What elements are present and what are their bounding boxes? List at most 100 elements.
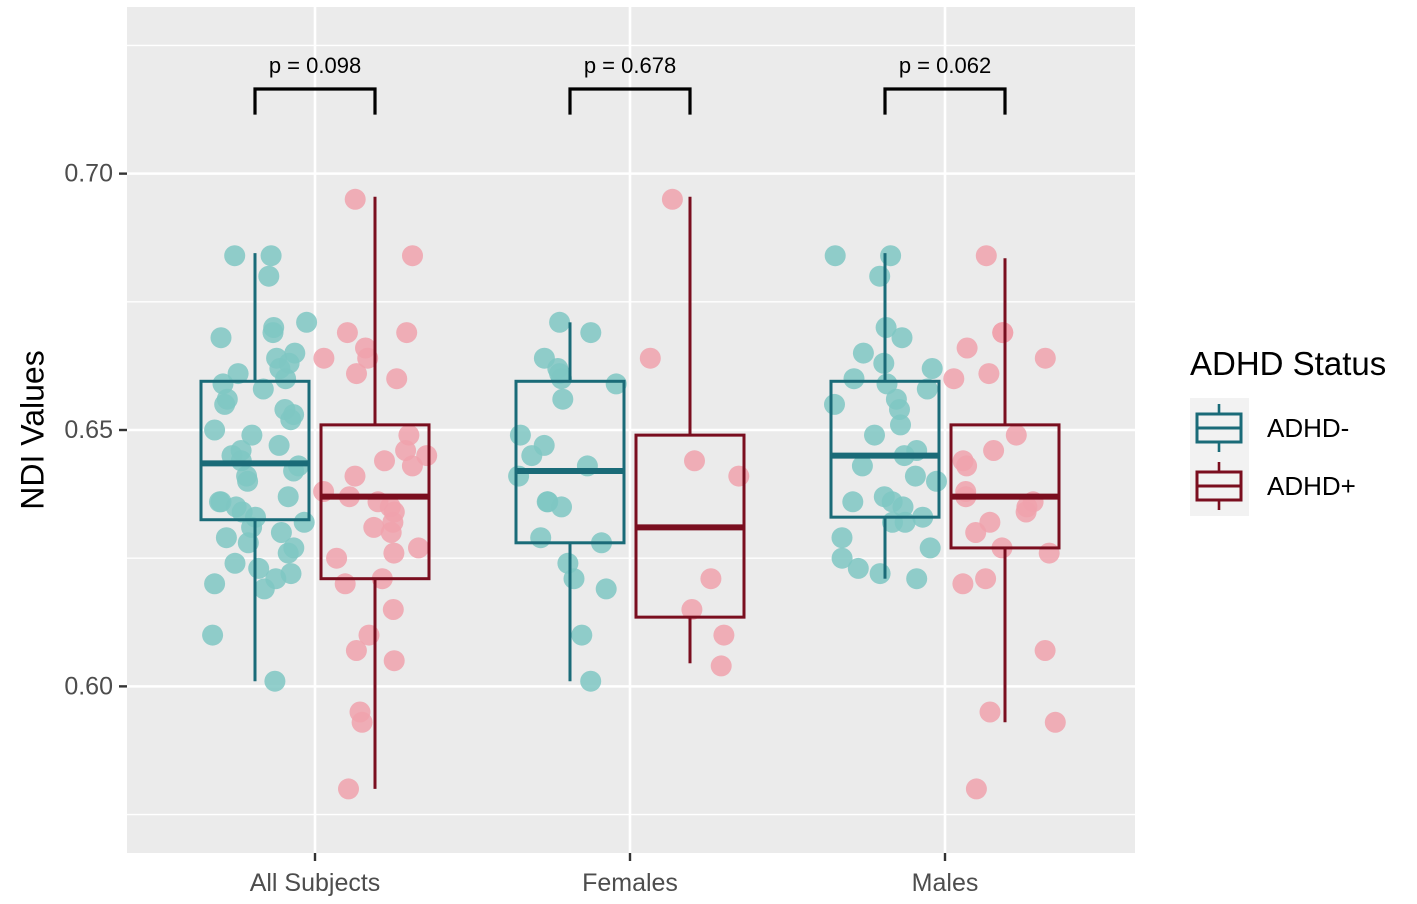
data-point-adhdminus [248,557,270,579]
legend-label: ADHD+ [1267,471,1356,501]
legend-title: ADHD Status [1190,345,1386,382]
y-tick-label: 0.65 [64,416,113,444]
y-axis-title: NDI Values [14,350,50,509]
data-point-adhdminus [869,563,891,585]
data-point-adhdminus [224,552,246,574]
data-point-adhdminus [262,322,284,344]
p-value-label: p = 0.062 [899,53,991,78]
data-point-adhdplus [700,568,722,590]
data-point-adhdminus [215,527,237,549]
data-point-adhdminus [209,491,230,513]
data-point-adhdplus [979,701,1001,723]
data-point-adhdplus [983,440,1005,461]
data-point-adhdminus [843,368,865,390]
data-point-adhdplus [382,599,404,620]
data-point-adhdplus [313,347,335,369]
data-point-adhdplus [1005,424,1027,446]
data-point-adhdplus [713,624,735,646]
bracket [568,87,692,115]
data-point-adhdminus [926,470,947,492]
data-point-adhdminus [530,527,552,549]
data-point-adhdplus [992,322,1014,344]
data-point-adhdplus [978,363,1000,385]
data-point-adhdminus [831,527,853,549]
data-point-adhdplus [383,542,405,564]
data-point-adhdplus [956,455,978,477]
x-tick-label: All Subjects [250,869,381,897]
data-point-adhdminus [204,419,226,441]
data-point-adhdminus [214,393,236,415]
data-point-adhdminus [270,522,292,543]
data-point-adhdminus [224,245,246,267]
data-point-adhdminus [268,434,290,456]
data-point-adhdplus [346,363,367,385]
data-point-adhdminus [842,491,864,513]
data-point-adhdplus [1015,501,1037,523]
jitter-points [202,188,1066,800]
data-point-adhdplus [401,455,423,477]
data-point-adhdplus [1034,347,1056,369]
bracket [253,87,377,115]
data-point-adhdminus [864,424,885,446]
data-point-adhdminus [891,327,913,349]
legend: ADHD Status ADHD- ADHD+ [1190,345,1386,516]
data-point-adhdplus [408,537,429,559]
data-point-adhdminus [563,568,585,590]
data-point-adhdminus [906,568,928,590]
data-point-adhdminus [916,378,938,400]
data-point-adhdplus [728,465,750,487]
data-point-adhdminus [204,573,226,595]
data-point-adhdminus [260,245,282,267]
data-point-adhdminus [210,327,232,349]
data-point-adhdplus [336,322,358,344]
data-point-adhdplus [661,188,683,210]
box-adhdplus [949,423,1061,550]
data-point-adhdminus [549,311,571,333]
data-point-adhdplus [965,778,987,800]
data-point-adhdminus [258,265,280,287]
y-tick-label: 0.70 [64,160,113,188]
data-point-adhdminus [876,373,898,395]
boxplots [199,196,1061,789]
data-point-adhdminus [521,445,543,467]
data-point-adhdminus [571,624,593,646]
x-tick-label: Males [912,869,979,897]
data-point-adhdplus [383,650,405,672]
x-tick-label: Females [582,869,678,897]
data-point-adhdminus [551,368,572,390]
data-point-adhdplus [334,573,356,595]
data-point-adhdplus [374,450,395,472]
data-point-adhdplus [345,640,367,661]
data-point-adhdplus [344,465,366,487]
data-point-adhdminus [847,557,869,579]
data-point-adhdplus [965,522,987,543]
data-point-adhdplus [1038,542,1060,564]
box-adhdplus [319,423,431,581]
data-point-adhdplus [1034,640,1056,661]
data-point-adhdplus [380,522,402,543]
box-adhdminus [199,379,311,522]
box-adhdminus [514,379,626,545]
legend-label: ADHD- [1267,413,1349,443]
data-point-adhdplus [639,347,661,369]
p-value-label: p = 0.678 [584,53,676,78]
data-point-adhdminus [509,424,531,446]
data-point-adhdminus [880,245,902,267]
p-value-brackets: p = 0.098 p = 0.678 p = 0.062 [253,53,1007,115]
data-point-adhdminus [831,547,853,569]
y-tick-label: 0.60 [64,672,113,700]
major-gridlines [127,7,1135,853]
data-point-adhdplus [681,599,703,620]
data-point-adhdminus [824,393,845,415]
data-point-adhdminus [889,399,910,420]
data-point-adhdminus [293,511,315,533]
y-axis: 0.60 0.65 0.70 [64,160,127,700]
data-point-adhdplus [386,368,408,390]
data-point-adhdplus [363,516,385,538]
box-adhdminus [829,379,941,519]
data-point-adhdminus [851,455,873,477]
data-point-adhdplus [975,568,997,590]
data-point-adhdminus [894,511,916,533]
data-point-adhdminus [552,388,574,410]
data-point-adhdminus [296,311,318,333]
